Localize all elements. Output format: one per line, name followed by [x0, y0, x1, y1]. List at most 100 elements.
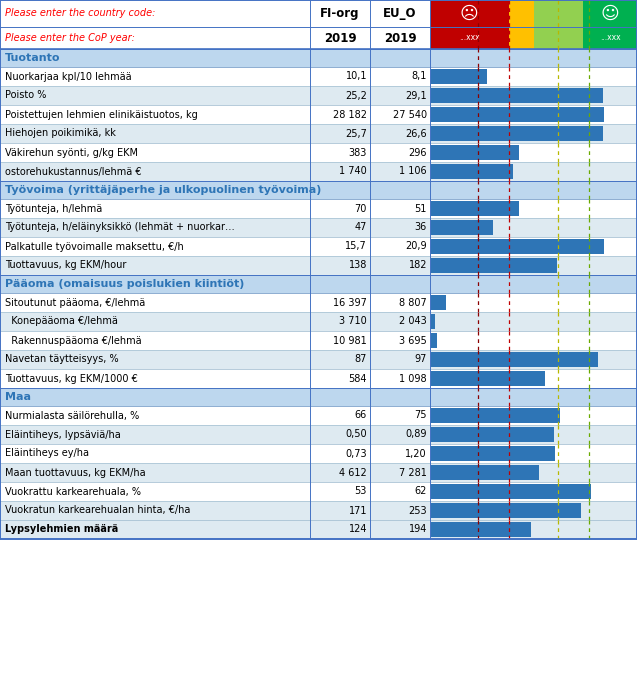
Text: EU_O: EU_O	[383, 7, 417, 20]
Text: Lypsylehmien määrä: Lypsylehmien määrä	[5, 524, 118, 534]
Text: 3 710: 3 710	[340, 316, 367, 326]
Text: 16 397: 16 397	[333, 298, 367, 307]
Text: Tuottavuus, kg EKM/hour: Tuottavuus, kg EKM/hour	[5, 260, 126, 271]
Text: 27 540: 27 540	[393, 109, 427, 120]
Bar	[431, 314, 434, 329]
Bar	[0, 444, 637, 463]
Text: 8,1: 8,1	[412, 71, 427, 82]
Text: Vuokratun karkearehualan hinta, €/ha: Vuokratun karkearehualan hinta, €/ha	[5, 505, 190, 515]
Bar	[0, 162, 637, 181]
Bar	[0, 49, 637, 67]
Text: 62: 62	[415, 486, 427, 496]
Text: Työvoima (yrittäjäperhe ja ulkopuolinen työvoima): Työvoima (yrittäjäperhe ja ulkopuolinen …	[5, 185, 322, 195]
Text: 36: 36	[415, 222, 427, 233]
Text: 2 043: 2 043	[399, 316, 427, 326]
Bar	[0, 105, 637, 124]
Bar	[0, 425, 637, 444]
Text: 1 106: 1 106	[399, 167, 427, 177]
Bar	[431, 522, 531, 537]
Text: Please enter the country code:: Please enter the country code:	[5, 9, 155, 18]
Text: 1 098: 1 098	[399, 373, 427, 384]
Text: 0,89: 0,89	[406, 430, 427, 439]
Bar	[0, 312, 637, 331]
Text: 15,7: 15,7	[345, 241, 367, 252]
Text: 51: 51	[415, 203, 427, 214]
Bar	[0, 501, 637, 520]
Text: 7 281: 7 281	[399, 468, 427, 477]
Bar	[0, 218, 637, 237]
Bar	[431, 220, 493, 235]
Text: 3 695: 3 695	[399, 335, 427, 345]
Bar	[0, 0, 430, 49]
Text: Tuotanto: Tuotanto	[5, 53, 61, 63]
Text: ☺: ☺	[601, 5, 619, 22]
Bar	[0, 331, 637, 350]
Bar	[0, 388, 637, 406]
Bar	[0, 256, 637, 275]
Bar	[0, 350, 637, 369]
Bar	[431, 295, 446, 310]
Bar	[431, 484, 591, 499]
Text: Maa: Maa	[5, 392, 31, 402]
Text: 10 981: 10 981	[333, 335, 367, 345]
Text: Väkirehun syönti, g/kg EKM: Väkirehun syönti, g/kg EKM	[5, 148, 138, 158]
Text: Eläintiheys ey/ha: Eläintiheys ey/ha	[5, 449, 89, 458]
Text: 87: 87	[355, 354, 367, 364]
Text: 182: 182	[408, 260, 427, 271]
Bar	[0, 463, 637, 482]
Bar	[0, 181, 637, 199]
Text: 194: 194	[408, 524, 427, 534]
Bar	[431, 352, 598, 367]
Bar	[0, 482, 637, 501]
Bar	[431, 88, 603, 103]
Text: 0,50: 0,50	[345, 430, 367, 439]
Text: Pääoma (omaisuus poislukien kiintiöt): Pääoma (omaisuus poislukien kiintiöt)	[5, 279, 245, 289]
Bar	[431, 145, 519, 160]
Bar	[0, 124, 637, 143]
Text: Poisto %: Poisto %	[5, 90, 47, 101]
Bar	[509, 0, 534, 49]
Text: Maan tuottavuus, kg EKM/ha: Maan tuottavuus, kg EKM/ha	[5, 468, 146, 477]
Text: 26,6: 26,6	[405, 129, 427, 139]
Text: Poistettujen lehmien elinikäistuotos, kg: Poistettujen lehmien elinikäistuotos, kg	[5, 109, 197, 120]
Text: ostorehukustannus/lehmä €: ostorehukustannus/lehmä €	[5, 167, 141, 177]
Text: 1 740: 1 740	[340, 167, 367, 177]
Bar	[534, 0, 583, 49]
Text: 171: 171	[348, 505, 367, 515]
Text: 97: 97	[415, 354, 427, 364]
Text: Työtunteja, h/lehmä: Työtunteja, h/lehmä	[5, 203, 103, 214]
Text: 25,7: 25,7	[345, 129, 367, 139]
Text: Please enter the CoP year:: Please enter the CoP year:	[5, 33, 135, 43]
Bar	[431, 503, 581, 518]
Bar	[431, 126, 603, 141]
Text: 53: 53	[355, 486, 367, 496]
Bar	[431, 333, 438, 348]
Text: 383: 383	[348, 148, 367, 158]
Text: 584: 584	[348, 373, 367, 384]
Text: 75: 75	[415, 411, 427, 420]
Bar	[0, 369, 637, 388]
Bar	[0, 143, 637, 162]
Text: ...xxx: ...xxx	[459, 33, 480, 42]
Text: 2019: 2019	[383, 31, 417, 44]
Text: ...xxx: ...xxx	[600, 33, 620, 42]
Text: Vuokrattu karkearehuala, %: Vuokrattu karkearehuala, %	[5, 486, 141, 496]
Text: Työtunteja, h/eläinyksikkö (lehmät + nuorkar…: Työtunteja, h/eläinyksikkö (lehmät + nuo…	[5, 222, 235, 233]
Text: 8 807: 8 807	[399, 298, 427, 307]
Bar	[0, 86, 637, 105]
Text: 29,1: 29,1	[405, 90, 427, 101]
Bar	[431, 465, 539, 480]
Bar	[431, 408, 561, 423]
Bar	[0, 275, 637, 293]
Text: 10,1: 10,1	[345, 71, 367, 82]
Text: Palkatulle työvoimalle maksettu, €/h: Palkatulle työvoimalle maksettu, €/h	[5, 241, 183, 252]
Bar	[0, 520, 637, 539]
Text: 253: 253	[408, 505, 427, 515]
Bar	[431, 371, 545, 386]
Bar	[430, 0, 509, 49]
Text: 4 612: 4 612	[340, 468, 367, 477]
Bar	[0, 406, 637, 425]
Bar	[431, 201, 519, 216]
Text: 1,20: 1,20	[405, 449, 427, 458]
Text: 70: 70	[355, 203, 367, 214]
